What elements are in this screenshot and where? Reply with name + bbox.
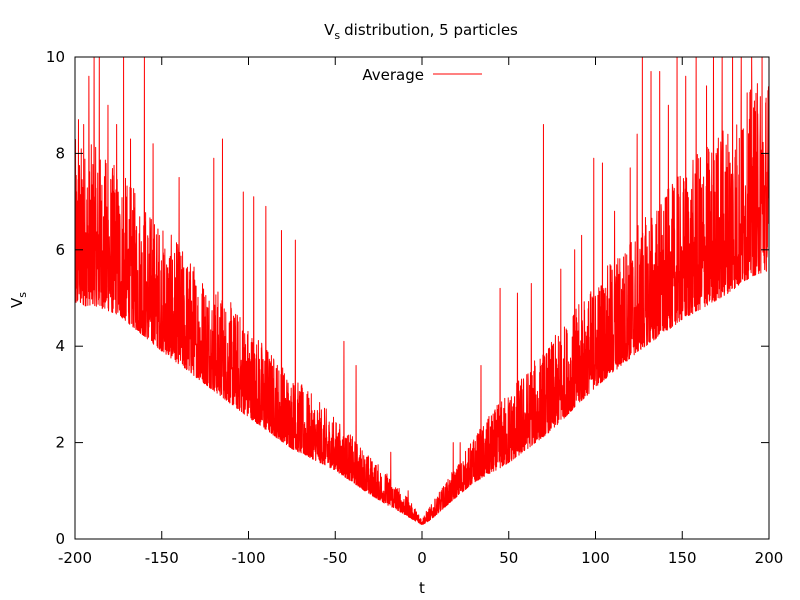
title-text: distribution, 5 particles xyxy=(344,21,518,39)
y-tick-label: 0 xyxy=(55,530,65,548)
x-tick-label: -200 xyxy=(58,549,92,567)
legend: Average xyxy=(362,66,482,84)
axis-ticks: -200 -150 -100 -50 0 50 100 150 200 0 2 4 6 8 10 xyxy=(46,48,783,567)
y-axis-label: Vs xyxy=(8,292,29,308)
x-tick-label: -50 xyxy=(323,549,348,567)
x-tick-label: 200 xyxy=(755,549,784,567)
y-tick-label: 6 xyxy=(55,241,65,259)
y-tick-label: 2 xyxy=(55,434,65,452)
title-symbol: V xyxy=(324,21,335,39)
y-tick-label: 8 xyxy=(55,144,65,162)
legend-label-average: Average xyxy=(362,66,424,84)
x-tick-label: -150 xyxy=(145,549,179,567)
x-tick-label: 150 xyxy=(668,549,697,567)
y-tick-label: 4 xyxy=(55,337,65,355)
title-symbol-subscript: s xyxy=(334,29,340,42)
x-tick-label: 50 xyxy=(499,549,518,567)
x-tick-label: 100 xyxy=(581,549,610,567)
x-axis-label: t xyxy=(419,579,425,597)
chart-title: Vs distribution, 5 particles xyxy=(324,21,518,42)
plot-area xyxy=(75,57,769,526)
y-axis-label-subscript: s xyxy=(16,292,29,298)
series-line-average xyxy=(75,57,769,526)
y-tick-label: 10 xyxy=(46,48,65,66)
y-axis-label-symbol: V xyxy=(8,297,26,308)
x-tick-label: -100 xyxy=(231,549,265,567)
x-tick-label: 0 xyxy=(417,549,427,567)
